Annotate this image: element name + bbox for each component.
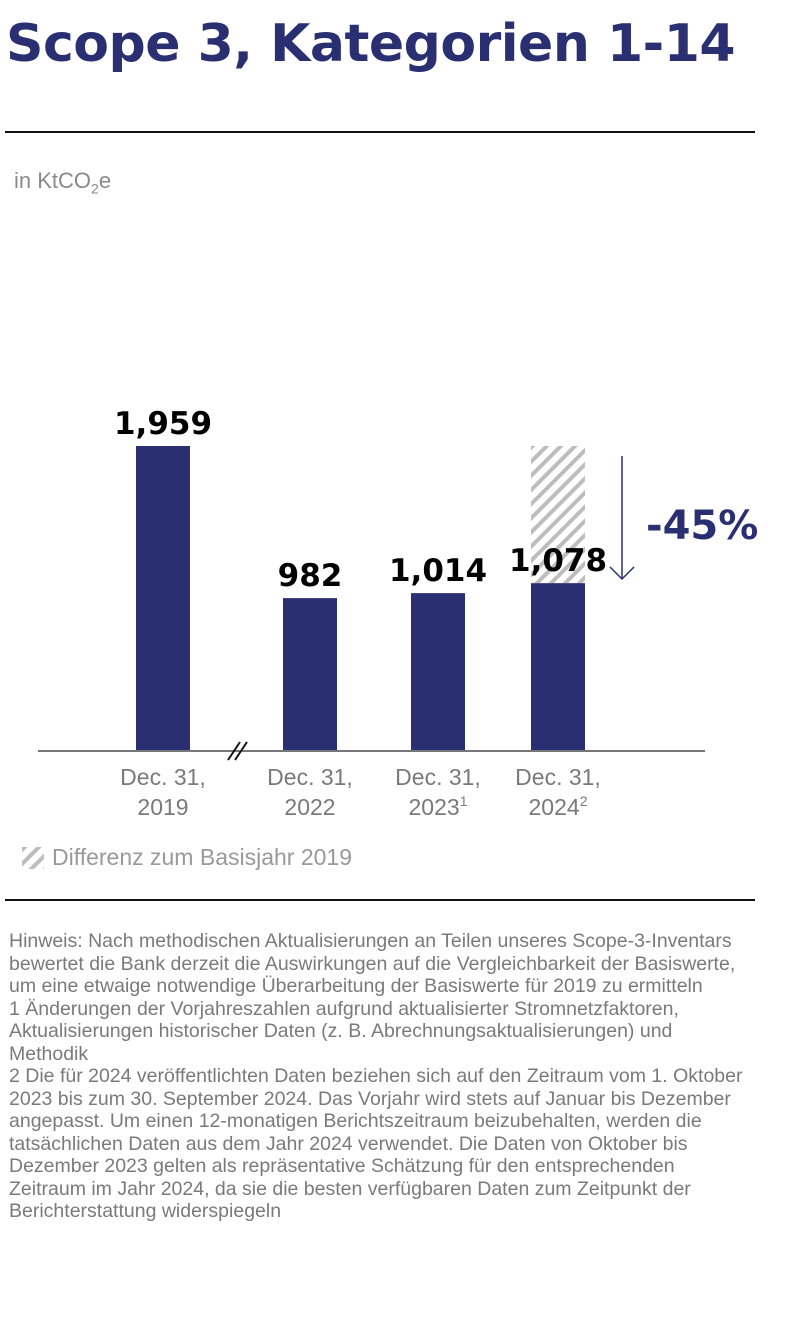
note-hinweis: Hinweis: Nach methodischen Aktualisierun… — [9, 930, 736, 997]
data-label: 1,959 — [114, 406, 212, 442]
x-tick-label: 20242 — [529, 793, 588, 820]
unit-sub: 2 — [91, 180, 99, 197]
bar-2024 — [531, 583, 585, 751]
bar-2019 — [136, 446, 190, 751]
bottom-divider — [5, 899, 755, 901]
data-label: 982 — [278, 558, 343, 594]
bar-2023 — [411, 593, 465, 751]
unit-label: in KtCO2e — [14, 168, 111, 196]
x-tick-label: Dec. 31, — [395, 764, 481, 790]
axis-break-mark — [234, 741, 248, 761]
legend: Differenz zum Basisjahr 2019 — [22, 844, 352, 871]
top-divider — [5, 131, 755, 133]
bar-2022 — [283, 598, 337, 751]
footnote-2: 2 Die für 2024 veröffentlichten Daten be… — [9, 1065, 743, 1222]
data-label: 1,014 — [389, 553, 487, 589]
x-tick-label: Dec. 31, — [515, 764, 601, 790]
baseline-difference-hatch — [531, 446, 585, 584]
footnotes: Hinweis: Nach methodischen Aktualisierun… — [9, 930, 749, 1223]
change-label: -45% — [646, 503, 758, 549]
x-tick-label: 20231 — [409, 793, 468, 820]
x-tick-label: Dec. 31, — [120, 764, 206, 790]
hatch-swatch-icon — [22, 846, 44, 869]
bar-chart: 1,959 Dec. 31, 2019 982 Dec. 31, 2022 1,014 Dec… — [38, 406, 758, 820]
chart-title: Scope 3, Kategorien 1-14 — [6, 14, 736, 74]
data-label: 1,078 — [509, 543, 607, 579]
x-tick-label: 2022 — [284, 794, 335, 820]
axis-break-mark — [227, 741, 241, 761]
x-tick-label: 2019 — [137, 794, 188, 820]
unit-suffix: e — [98, 168, 112, 193]
legend-label: Differenz zum Basisjahr 2019 — [52, 844, 352, 870]
unit-prefix: in KtCO — [14, 168, 92, 193]
footnote-1: 1 Änderungen der Vorjahreszahlen aufgrun… — [9, 997, 679, 1065]
x-tick-label: Dec. 31, — [267, 764, 353, 790]
arrow-head-icon — [609, 566, 635, 581]
